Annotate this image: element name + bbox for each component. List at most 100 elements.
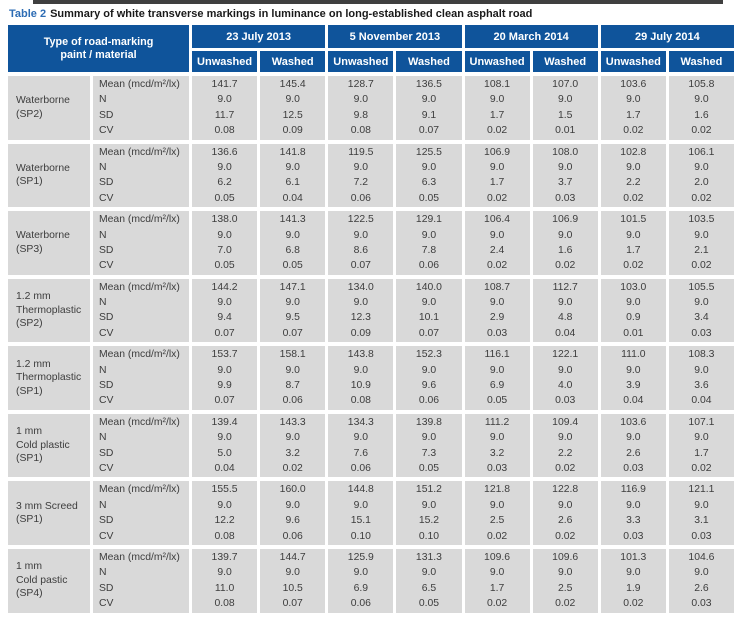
value-sd: 6.2 — [217, 177, 232, 189]
value-cv: 0.04 — [555, 327, 576, 339]
data-cell: 158.1 9.0 8.7 0.06 — [260, 346, 326, 410]
value-n: 9.0 — [285, 432, 300, 444]
value-cv: 0.02 — [486, 530, 508, 542]
value-n: 9.0 — [285, 161, 300, 173]
value-mean: 138.0 — [211, 214, 238, 226]
value-n: 9.0 — [421, 161, 437, 173]
value-mean: 139.7 — [211, 551, 238, 563]
value-mean: 131.3 — [415, 551, 442, 563]
value-cv: 0.03 — [691, 598, 712, 610]
value-n: 9.0 — [285, 229, 300, 241]
value-mean: 144.8 — [347, 484, 374, 496]
data-cell: 147.1 9.0 9.5 0.07 — [260, 278, 326, 343]
value-n: 9.0 — [557, 364, 573, 376]
value-cv: 0.03 — [555, 395, 576, 407]
table-group-row: Waterborne (SP1) Mean (mcd/m²/lx) N SD CV 136… — [8, 143, 734, 208]
value-n: 9.0 — [626, 567, 641, 579]
data-cell: 121.8 9.0 2.5 0.02 — [464, 481, 530, 545]
value-sd: 9.6 — [285, 515, 300, 527]
stat-label-cv: CV — [99, 462, 114, 474]
value-mean: 140.0 — [415, 281, 442, 293]
material-label: 1 mm Cold plastic (SP1) — [8, 413, 90, 478]
value-sd: 6.5 — [421, 582, 437, 594]
data-cell: 160.0 9.0 9.6 0.06 — [260, 481, 326, 545]
data-cell: 106.9 9.0 1.7 0.02 — [464, 143, 530, 208]
condition-header-washed: Washed — [260, 51, 326, 72]
value-n: 9.0 — [353, 94, 369, 106]
value-mean: 105.5 — [688, 281, 715, 293]
stat-label-cv: CV — [99, 530, 114, 542]
value-n: 9.0 — [217, 297, 232, 309]
value-n: 9.0 — [285, 94, 300, 106]
stat-labels-cell: Mean (mcd/m²/lx) N SD CV — [93, 143, 189, 208]
value-mean: 152.3 — [415, 349, 442, 361]
data-cell: 108.1 9.0 1.7 0.02 — [464, 76, 530, 140]
value-n: 9.0 — [285, 364, 300, 376]
stat-label-mean: Mean (mcd/m²/lx) — [99, 349, 180, 361]
value-mean: 101.3 — [620, 551, 647, 563]
stat-label-cv: CV — [99, 327, 114, 339]
value-cv: 0.07 — [418, 125, 440, 137]
value-sd: 1.7 — [626, 109, 641, 121]
value-mean: 158.1 — [279, 349, 306, 361]
value-cv: 0.04 — [214, 462, 235, 474]
value-n: 9.0 — [353, 432, 369, 444]
stat-labels-cell: Mean (mcd/m²/lx) N SD CV — [93, 413, 189, 478]
date-header-5-november-2013: 5 November 2013 — [328, 25, 462, 48]
data-cell: 139.4 9.0 5.0 0.04 — [192, 413, 258, 478]
data-cell: 155.5 9.0 12.2 0.08 — [192, 481, 258, 545]
value-sd: 1.9 — [626, 582, 641, 594]
value-mean: 141.7 — [211, 79, 238, 90]
stat-label-sd: SD — [99, 582, 114, 594]
value-cv: 0.07 — [282, 598, 303, 610]
value-mean: 122.8 — [552, 484, 579, 496]
value-cv: 0.02 — [486, 598, 508, 610]
material-label: 1 mm Cold pastic (SP4) — [8, 548, 90, 613]
value-sd: 6.3 — [421, 177, 437, 189]
stat-label-mean: Mean (mcd/m²/lx) — [99, 79, 180, 90]
stat-label-n: N — [99, 364, 107, 376]
value-sd: 3.4 — [694, 312, 709, 324]
value-cv: 0.03 — [691, 327, 712, 339]
value-cv: 0.10 — [418, 530, 440, 542]
value-cv: 0.06 — [350, 192, 371, 204]
value-n: 9.0 — [217, 161, 232, 173]
value-n: 9.0 — [353, 499, 369, 511]
value-cv: 0.01 — [555, 125, 576, 137]
value-cv: 0.05 — [486, 395, 508, 407]
data-cell: 122.5 9.0 8.6 0.07 — [328, 211, 394, 275]
stat-labels-cell: Mean (mcd/m²/lx) N SD CV — [93, 76, 189, 140]
value-mean: 106.9 — [484, 146, 511, 158]
data-cell: 131.3 9.0 6.5 0.05 — [396, 548, 462, 613]
stat-label-n: N — [99, 94, 107, 106]
value-cv: 0.03 — [623, 462, 644, 474]
value-n: 9.0 — [353, 297, 369, 309]
value-sd: 12.5 — [282, 109, 303, 121]
data-cell: 108.7 9.0 2.9 0.03 — [464, 278, 530, 343]
value-cv: 0.08 — [350, 395, 371, 407]
value-cv: 0.02 — [691, 192, 712, 204]
value-n: 9.0 — [217, 499, 232, 511]
data-cell: 109.6 9.0 2.5 0.02 — [532, 548, 598, 613]
value-cv: 0.06 — [350, 462, 371, 474]
value-mean: 122.1 — [552, 349, 579, 361]
data-cell: 106.9 9.0 1.6 0.02 — [532, 211, 598, 275]
stat-label-n: N — [99, 297, 107, 309]
value-sd: 3.7 — [557, 177, 573, 189]
value-cv: 0.01 — [623, 327, 644, 339]
value-sd: 7.3 — [421, 447, 437, 459]
stat-label-mean: Mean (mcd/m²/lx) — [99, 416, 180, 428]
value-n: 9.0 — [421, 229, 437, 241]
date-header-29-july-2014: 29 July 2014 — [600, 25, 734, 48]
value-sd: 6.9 — [353, 582, 369, 594]
value-n: 9.0 — [489, 161, 505, 173]
stat-label-sd: SD — [99, 515, 114, 527]
data-cell: 139.8 9.0 7.3 0.05 — [396, 413, 462, 478]
table-group-row: 1 mm Cold plastic (SP1) Mean (mcd/m²/lx) N… — [8, 413, 734, 478]
value-mean: 107.0 — [552, 79, 579, 90]
value-n: 9.0 — [421, 364, 437, 376]
condition-header-unwashed: Unwashed — [600, 51, 666, 72]
data-cell: 141.7 9.0 11.7 0.08 — [192, 76, 258, 140]
table-group-row: 3 mm Screed (SP1) Mean (mcd/m²/lx) N SD CV 15… — [8, 481, 734, 545]
stat-label-sd: SD — [99, 109, 114, 121]
